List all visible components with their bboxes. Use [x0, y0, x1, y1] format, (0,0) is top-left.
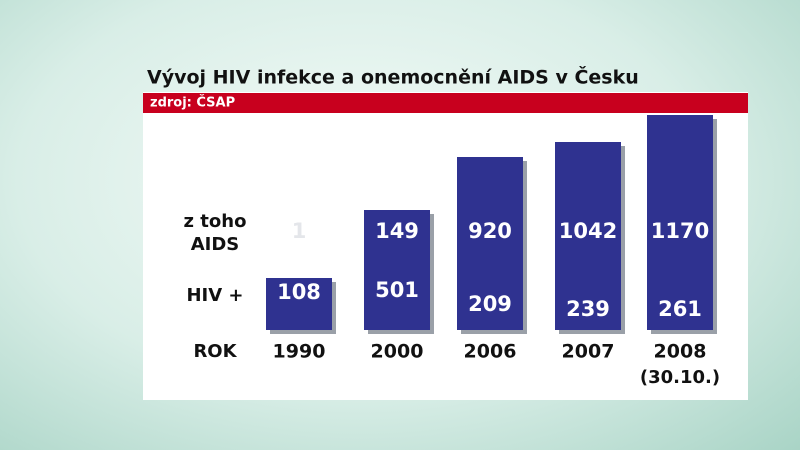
year: 2008	[654, 341, 707, 363]
year-note: (30.10.)	[640, 367, 720, 388]
year: 2006	[464, 341, 517, 363]
row-label: HIV +	[186, 285, 243, 306]
aids-value: 149	[375, 219, 419, 243]
hiv-value: 209	[468, 292, 512, 316]
row-label: z toho	[184, 211, 247, 232]
source: zdroj: ČSAP	[150, 95, 235, 111]
hiv-value: 239	[566, 297, 610, 321]
aids-value: 1170	[651, 219, 709, 243]
row-label: AIDS	[191, 234, 240, 255]
aids-value: 1	[292, 219, 307, 243]
hiv-value: 108	[277, 280, 321, 304]
title: Vývoj HIV infekce a onemocnění AIDS v Če…	[147, 65, 639, 89]
hiv-value: 261	[658, 297, 702, 321]
bar	[647, 115, 713, 330]
hiv-value: 501	[375, 278, 419, 302]
year: 2007	[562, 341, 615, 363]
year: 1990	[273, 341, 326, 363]
aids-value: 920	[468, 219, 512, 243]
bar	[555, 142, 621, 330]
bar	[457, 157, 523, 330]
bar	[364, 210, 430, 330]
bar	[266, 278, 332, 330]
source-band	[143, 93, 748, 113]
row-label: ROK	[193, 341, 237, 362]
year: 2000	[371, 341, 424, 363]
aids-value: 1042	[559, 219, 617, 243]
